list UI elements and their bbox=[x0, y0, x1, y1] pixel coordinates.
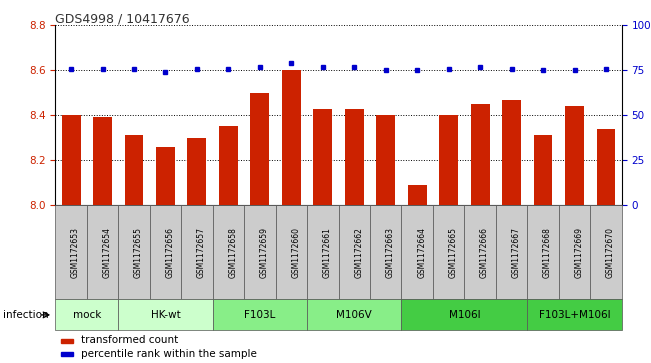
Text: GSM1172653: GSM1172653 bbox=[71, 227, 80, 278]
Bar bbox=[219, 126, 238, 205]
Bar bbox=[439, 115, 458, 205]
Text: GSM1172668: GSM1172668 bbox=[543, 227, 552, 278]
Bar bbox=[213, 299, 307, 330]
Text: GSM1172660: GSM1172660 bbox=[291, 227, 300, 278]
Bar bbox=[307, 205, 339, 299]
Bar bbox=[402, 205, 433, 299]
Bar bbox=[55, 205, 87, 299]
Text: GSM1172670: GSM1172670 bbox=[606, 227, 615, 278]
Bar bbox=[464, 205, 496, 299]
Bar bbox=[471, 104, 490, 205]
Bar bbox=[527, 205, 559, 299]
Bar bbox=[62, 115, 81, 205]
Bar bbox=[527, 299, 622, 330]
Text: GSM1172669: GSM1172669 bbox=[574, 227, 583, 278]
Text: transformed count: transformed count bbox=[81, 335, 178, 345]
Text: M106I: M106I bbox=[449, 310, 480, 320]
Text: GSM1172657: GSM1172657 bbox=[197, 227, 206, 278]
Bar bbox=[307, 299, 402, 330]
Bar bbox=[213, 205, 244, 299]
Text: mock: mock bbox=[73, 310, 101, 320]
Text: GSM1172658: GSM1172658 bbox=[229, 227, 238, 278]
Bar bbox=[187, 138, 206, 205]
Text: GSM1172665: GSM1172665 bbox=[449, 227, 458, 278]
Bar bbox=[565, 106, 584, 205]
Text: HK-wt: HK-wt bbox=[150, 310, 180, 320]
Text: GSM1172662: GSM1172662 bbox=[354, 227, 363, 278]
Text: GSM1172656: GSM1172656 bbox=[165, 227, 174, 278]
Text: GSM1172661: GSM1172661 bbox=[323, 227, 332, 278]
Bar bbox=[502, 99, 521, 205]
Bar bbox=[370, 205, 402, 299]
Bar bbox=[559, 205, 590, 299]
Bar bbox=[150, 205, 181, 299]
Bar bbox=[590, 205, 622, 299]
Bar bbox=[118, 299, 213, 330]
Text: percentile rank within the sample: percentile rank within the sample bbox=[81, 349, 256, 359]
Bar bbox=[118, 205, 150, 299]
Bar bbox=[87, 205, 118, 299]
Bar bbox=[282, 70, 301, 205]
Bar bbox=[408, 185, 426, 205]
Bar bbox=[596, 129, 615, 205]
Bar bbox=[433, 205, 464, 299]
Text: GSM1172654: GSM1172654 bbox=[102, 227, 111, 278]
Bar bbox=[244, 205, 275, 299]
Text: M106V: M106V bbox=[337, 310, 372, 320]
Bar bbox=[534, 135, 553, 205]
Bar bbox=[402, 299, 527, 330]
Bar bbox=[251, 93, 270, 205]
Text: F103L: F103L bbox=[244, 310, 275, 320]
Text: F103L+M106I: F103L+M106I bbox=[538, 310, 611, 320]
Bar bbox=[313, 109, 332, 205]
Text: GSM1172655: GSM1172655 bbox=[134, 227, 143, 278]
Bar bbox=[181, 205, 213, 299]
Bar bbox=[496, 205, 527, 299]
Text: GSM1172663: GSM1172663 bbox=[385, 227, 395, 278]
Bar bbox=[93, 118, 112, 205]
Bar bbox=[124, 135, 143, 205]
Bar bbox=[61, 339, 74, 343]
Text: GSM1172666: GSM1172666 bbox=[480, 227, 489, 278]
Bar bbox=[376, 115, 395, 205]
Bar bbox=[345, 109, 364, 205]
Text: GSM1172664: GSM1172664 bbox=[417, 227, 426, 278]
Text: GDS4998 / 10417676: GDS4998 / 10417676 bbox=[55, 13, 190, 26]
Text: GSM1172659: GSM1172659 bbox=[260, 227, 269, 278]
Bar bbox=[339, 205, 370, 299]
Bar bbox=[275, 205, 307, 299]
Bar bbox=[156, 147, 175, 205]
Text: GSM1172667: GSM1172667 bbox=[512, 227, 521, 278]
Bar bbox=[55, 299, 118, 330]
Bar bbox=[61, 352, 74, 356]
Text: infection: infection bbox=[3, 310, 49, 320]
